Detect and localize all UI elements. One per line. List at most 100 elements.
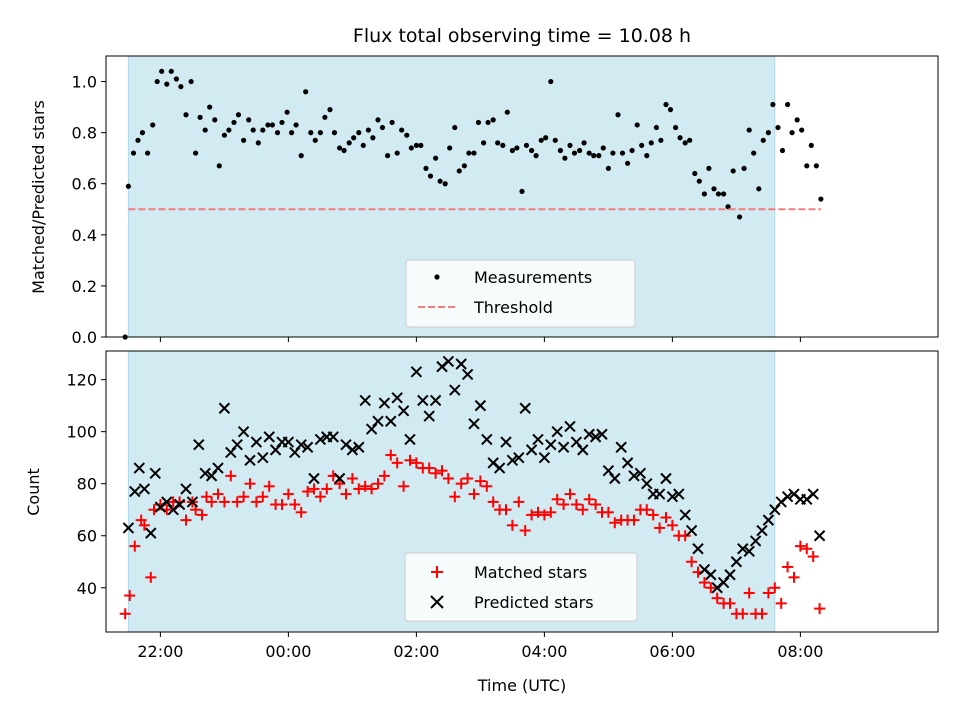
measurement-point — [490, 117, 496, 123]
matched-star-point — [119, 608, 131, 620]
measurement-point — [600, 145, 606, 151]
measurement-point — [197, 114, 203, 120]
matched-star-point — [180, 514, 192, 526]
predicted-star-point — [133, 462, 145, 474]
predicted-star-point — [449, 384, 461, 396]
predicted-star-point — [513, 451, 525, 464]
measurement-point — [481, 140, 487, 146]
measurement-point — [746, 127, 752, 133]
measurement-point — [317, 130, 323, 136]
predicted-star-point — [685, 524, 698, 537]
predicted-star-point — [455, 358, 467, 370]
measurement-point — [404, 132, 410, 138]
predicted-star-point — [199, 467, 211, 479]
matched-star-point — [628, 514, 640, 526]
matched-star-point — [519, 525, 531, 537]
measurement-point — [596, 153, 602, 159]
matched-star-point — [769, 582, 781, 594]
measurement-point — [312, 137, 318, 143]
matched-star-point — [212, 488, 224, 500]
y-tick-label: 1.0 — [72, 73, 97, 92]
matched-star-point — [737, 608, 749, 620]
matched-star-point — [145, 571, 157, 583]
measurement-point — [591, 153, 597, 159]
predicted-star-point — [314, 433, 327, 446]
measurement-point — [154, 78, 160, 85]
bottom-legend: Matched stars Predicted stars — [404, 552, 638, 622]
predicted-star-point — [673, 488, 685, 500]
measurement-point — [284, 109, 290, 115]
measurement-point — [696, 178, 702, 184]
matched-star-point — [487, 496, 499, 508]
matched-star-point — [775, 597, 787, 609]
chart-title: Flux total observing time = 10.08 h — [353, 25, 691, 47]
legend-matched-marker — [431, 566, 443, 578]
predicted-star-point — [257, 451, 269, 464]
measurement-point — [298, 153, 304, 159]
matched-star-point — [583, 493, 595, 505]
bottom-axes-frame — [105, 350, 939, 633]
predicted-star-point — [641, 477, 653, 490]
measurement-point — [188, 78, 194, 85]
predicted-star-point — [743, 545, 755, 558]
measurement-point — [346, 140, 352, 146]
y-tick-label: 0.0 — [72, 328, 97, 347]
predicted-star-point — [557, 441, 570, 453]
measurement-point — [235, 112, 242, 118]
matched-star-point — [545, 506, 557, 518]
matched-star-point — [231, 496, 243, 508]
top-axes-frame — [105, 55, 939, 338]
predicted-star-point — [353, 441, 365, 453]
predicted-star-point — [615, 441, 627, 453]
top-legend: Measurements Threshold — [405, 259, 636, 328]
measurement-point — [577, 147, 583, 154]
measurement-point — [168, 68, 174, 74]
measurement-point — [687, 137, 693, 143]
measurement-point — [331, 130, 338, 136]
measurement-point — [159, 68, 165, 74]
measurement-point — [648, 140, 654, 146]
y-tick-label: 0.4 — [72, 226, 97, 245]
measurement-point — [246, 117, 252, 123]
measurement-point — [667, 107, 674, 113]
measurement-point — [289, 130, 295, 136]
y-tick-label: 60 — [77, 527, 97, 546]
measurement-point — [241, 137, 247, 143]
predicted-star-point — [173, 498, 186, 511]
measurement-point — [221, 132, 227, 138]
predicted-star-point — [653, 488, 666, 500]
predicted-star-point — [263, 431, 275, 443]
measurement-point — [813, 163, 820, 169]
matched-star-point — [526, 509, 538, 521]
y-tick-label: 80 — [77, 475, 97, 494]
measurement-point — [673, 124, 679, 131]
matched-star-point — [391, 457, 403, 469]
measurement-point — [552, 137, 558, 143]
measurement-point — [365, 127, 371, 133]
measurement-point — [804, 163, 810, 169]
predicted-star-point — [474, 399, 487, 412]
matched-star-point — [500, 504, 512, 516]
predicted-star-point — [660, 472, 672, 485]
predicted-star-point — [359, 394, 371, 407]
matched-star-point — [308, 483, 320, 495]
measurement-point — [202, 127, 208, 133]
measurement-point — [351, 135, 357, 141]
predicted-star-point — [807, 488, 819, 500]
y-tick-label: 100 — [66, 423, 97, 442]
measurement-point — [226, 127, 232, 133]
matched-star-point — [218, 496, 230, 508]
measurement-point — [322, 114, 328, 120]
predicted-star-point — [429, 394, 442, 407]
measurement-point — [586, 150, 592, 156]
matched-star-point — [609, 517, 621, 529]
measurement-point — [639, 142, 645, 149]
measurement-point — [663, 101, 669, 108]
predicted-star-point — [250, 436, 263, 448]
predicted-star-point — [145, 527, 157, 539]
top-y-axis-label: Matched/Predicted stars — [29, 100, 48, 294]
measurement-point — [721, 191, 727, 197]
predicted-star-point — [596, 428, 608, 440]
measurement-point — [485, 119, 491, 126]
x-tick-label: 22:00 — [137, 642, 183, 661]
